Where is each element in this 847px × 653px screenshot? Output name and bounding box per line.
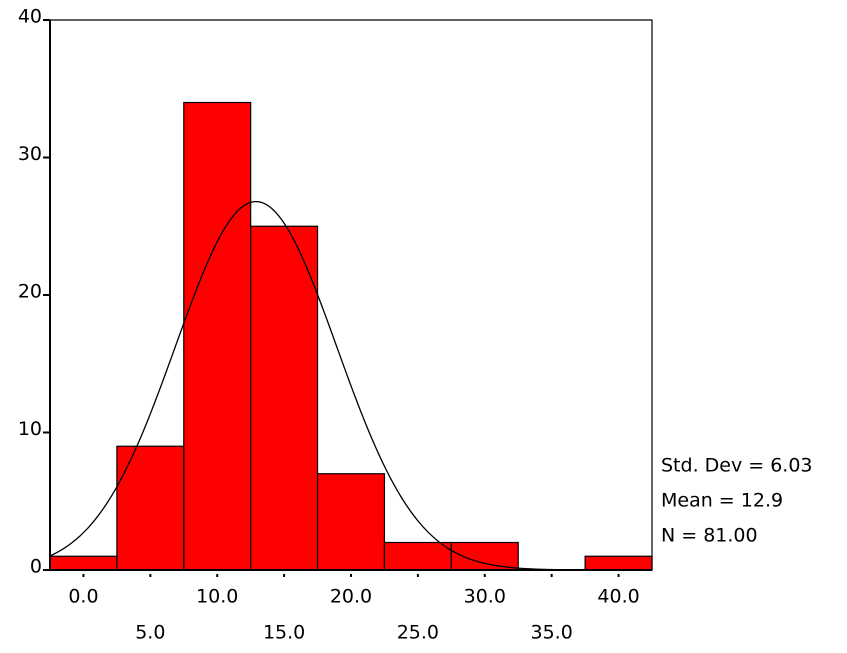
bar: [183, 101, 252, 571]
bar: [316, 473, 386, 571]
y-tick-label: 30: [18, 143, 42, 165]
plot-frame: [50, 19, 653, 570]
x-tick-label: 35.0: [531, 622, 573, 644]
x-tick-label: 0.0: [68, 586, 98, 608]
stat-annotation: N = 81.00: [661, 525, 758, 547]
x-tick-label: 25.0: [397, 622, 439, 644]
y-tick-label: 0: [30, 556, 42, 578]
x-tick-label: 10.0: [196, 586, 238, 608]
stat-annotation: Mean = 12.9: [661, 490, 783, 512]
normal-curve: [49, 200, 652, 571]
bar: [383, 541, 452, 571]
stat-annotation: Std. Dev = 6.03: [661, 455, 813, 477]
bar: [49, 555, 118, 571]
x-tick-label: 5.0: [135, 622, 165, 644]
y-tick-label: 10: [18, 418, 42, 440]
x-tick-label: 30.0: [464, 586, 506, 608]
x-tick-label: 15.0: [263, 622, 305, 644]
bar: [116, 445, 185, 571]
x-tick-label: 40.0: [597, 586, 639, 608]
bar: [584, 555, 653, 571]
x-tick-label: 20.0: [330, 586, 372, 608]
bar: [250, 225, 319, 571]
y-tick-label: 20: [18, 281, 42, 303]
y-tick-label: 40: [18, 6, 42, 28]
